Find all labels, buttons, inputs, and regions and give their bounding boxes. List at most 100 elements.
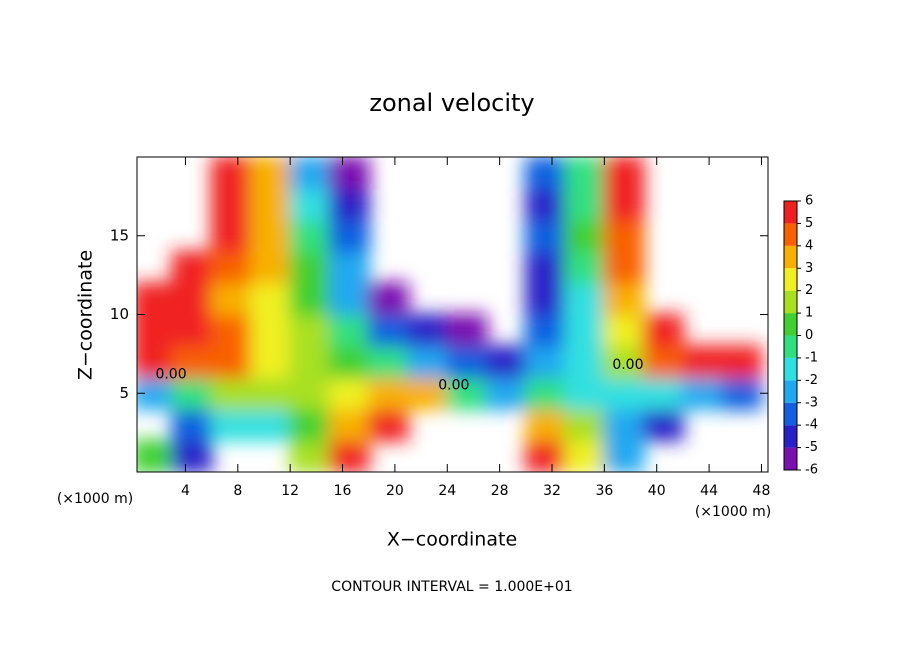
field-cell <box>367 376 409 410</box>
field-cell <box>249 219 292 253</box>
field-cell <box>328 157 370 190</box>
colorbar-band <box>784 425 797 448</box>
field-cell <box>564 439 606 472</box>
field-cell <box>564 250 606 284</box>
axes: 4 8 12 16 20 24 28 32 36 40 44 48510150.000.000.00-… <box>110 157 818 499</box>
field-cell <box>367 345 409 379</box>
field-cell <box>249 376 292 410</box>
field-cell <box>721 376 763 410</box>
field-cell <box>603 313 645 347</box>
field-cell <box>524 282 567 316</box>
field-cell <box>524 187 567 221</box>
field-cell <box>681 376 724 410</box>
field-cell <box>171 250 213 284</box>
colorbar-tick-label: 5 <box>805 216 813 231</box>
field-cell <box>524 345 567 379</box>
field-cell <box>171 313 213 347</box>
colorbar-band <box>784 313 797 336</box>
field-cell <box>603 157 645 190</box>
field-cell <box>249 250 292 284</box>
footer-note: CONTOUR INTERVAL = 1.000E+01 <box>331 579 572 595</box>
field-cell <box>328 313 370 347</box>
field-cell <box>367 313 409 347</box>
colorbar-band <box>784 357 797 381</box>
field-cell <box>328 439 370 472</box>
field-cell <box>446 376 488 410</box>
field-cell <box>249 345 292 379</box>
contour-label: 0.00 <box>612 357 643 373</box>
field-cell <box>524 376 567 410</box>
field-cell <box>564 187 606 221</box>
field-cell <box>289 408 331 442</box>
colorbar-band <box>784 290 797 314</box>
field-cell <box>406 345 449 379</box>
x-tick-label: 48 <box>753 483 771 499</box>
field-cell <box>603 282 645 316</box>
field-cell <box>524 408 567 442</box>
field-cell <box>603 250 645 284</box>
field-cell <box>524 250 567 284</box>
field-cell <box>249 408 292 442</box>
field-cell <box>446 313 488 347</box>
field-cell <box>564 408 606 442</box>
field-cell <box>642 313 684 347</box>
field-cell <box>603 376 645 410</box>
field-cell <box>328 345 370 379</box>
field-cell <box>564 376 606 410</box>
field-cell <box>328 408 370 442</box>
x-tick-label: 8 <box>233 483 242 499</box>
field-cell <box>171 345 213 379</box>
field-cell <box>564 157 606 190</box>
field-cell <box>171 282 213 316</box>
field-cell <box>603 408 645 442</box>
colorbar-band <box>784 335 797 358</box>
field-cell <box>564 282 606 316</box>
colorbar-tick-label: 3 <box>805 261 813 276</box>
colorbar-tick-label: -2 <box>805 373 818 388</box>
field-cell <box>289 345 331 379</box>
colorbar-tick-label: -5 <box>805 440 818 455</box>
field-cell <box>524 157 567 190</box>
field-cell <box>210 187 252 221</box>
field-cell <box>171 408 213 442</box>
colorbar-band <box>784 201 797 224</box>
field-cell <box>249 187 292 221</box>
field-cell <box>210 376 252 410</box>
x-axis-label: X−coordinate <box>387 529 517 551</box>
y-axis-label: Z−coordinate <box>75 250 97 380</box>
x-tick-label: 12 <box>281 483 299 499</box>
field-cell <box>603 439 645 472</box>
field-cell <box>137 345 174 379</box>
x-unit-label: (×1000 m) <box>695 504 771 520</box>
field-cell <box>524 219 567 253</box>
colorbar-tick-label: -3 <box>805 395 818 410</box>
field-cell <box>137 439 174 472</box>
field <box>137 157 763 472</box>
contour-label: 0.00 <box>438 377 469 393</box>
x-tick-label: 40 <box>648 483 666 499</box>
y-tick-label: 15 <box>110 226 129 244</box>
field-cell <box>210 219 252 253</box>
field-cell <box>524 313 567 347</box>
x-unit-label: (×1000 m) <box>57 491 133 507</box>
colorbar-tick-label: -4 <box>805 418 818 433</box>
field-cell <box>406 376 449 410</box>
field-cell <box>642 408 684 442</box>
x-tick-label: 32 <box>543 483 561 499</box>
cells <box>137 157 763 472</box>
field-cell <box>210 282 252 316</box>
field-cell <box>210 157 252 190</box>
colorbar-band <box>784 245 797 269</box>
field-cell <box>564 313 606 347</box>
colorbar-tick-label: 0 <box>805 328 813 343</box>
field-cell <box>367 408 409 442</box>
field-cell <box>603 345 645 379</box>
chart-title: zonal velocity <box>369 89 534 117</box>
x-tick-label: 16 <box>334 483 352 499</box>
colorbar-tick-label: -6 <box>805 463 818 478</box>
field-cell <box>328 250 370 284</box>
field-cell <box>406 313 449 347</box>
field-cell <box>721 345 763 379</box>
colorbar-band <box>784 402 797 426</box>
